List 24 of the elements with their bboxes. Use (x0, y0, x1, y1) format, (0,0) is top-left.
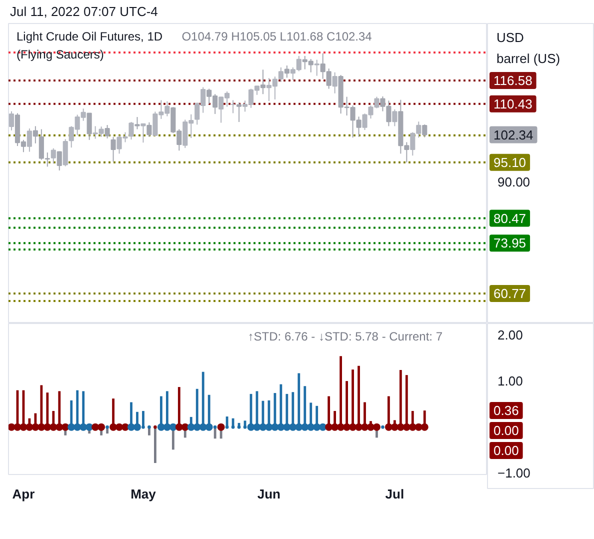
y-tick-label: 80.47 (494, 210, 526, 226)
text: Jul 11, 2022 07:07 UTC-4 (10, 3, 158, 21)
y-tick-label: 95.10 (494, 154, 526, 170)
y-tick-label: 102.34 (494, 127, 534, 142)
y-tick-label: 1.00 (498, 374, 523, 389)
x-tick-label: May (130, 486, 157, 502)
y-tick-label: 60.77 (494, 286, 526, 301)
text: O104.79 H105.05 L101.68 C102.34 (182, 30, 372, 44)
y-tick-label: 2.00 (498, 328, 523, 343)
text: 0.00 (494, 443, 519, 458)
x-tick-label: Apr (12, 486, 35, 502)
annotation: 0.36 (494, 403, 519, 418)
annotation: ↑STD: 6.76 - ↓STD: 5.78 - Current: 7 (248, 330, 443, 344)
text: Light Crude Oil Futures, 1D (16, 30, 163, 44)
x-tick-label: Jul (385, 486, 404, 502)
x-tick-label: Jun (257, 486, 281, 502)
y-tick-label: 116.58 (494, 72, 532, 88)
annotation: (Flying Saucers) (16, 48, 104, 62)
y-axis-title: USD barrel (US) (496, 30, 560, 66)
y-tick-label: 110.43 (494, 96, 532, 112)
y-tick-label: −1.00 (498, 466, 530, 481)
y-tick-label: 73.95 (494, 236, 526, 251)
y-tick-label: 90.00 (498, 174, 530, 190)
text: 0.00 (494, 423, 519, 438)
